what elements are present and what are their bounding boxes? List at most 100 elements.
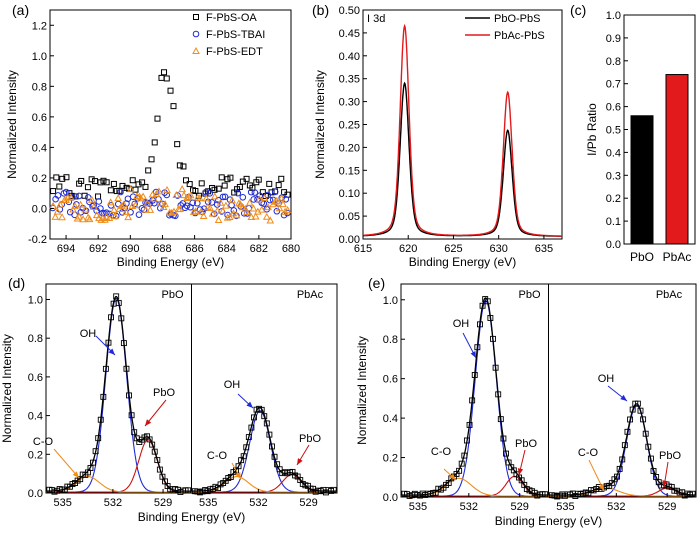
panel-a-point (221, 193, 229, 201)
panel-a-point (51, 212, 60, 220)
panel-a-point (58, 213, 66, 221)
data-point (492, 364, 499, 371)
data-point (185, 487, 192, 494)
panel-a-point (198, 180, 205, 187)
panel-a-point (129, 177, 136, 184)
panel-c-ytick-label: 0.8 (606, 56, 621, 68)
xlabel: Binding Energy (eV) (138, 510, 245, 524)
panel-a-point (154, 115, 161, 122)
panel-a-point (91, 178, 98, 185)
panel-a-point (183, 202, 191, 210)
panel-a-point (95, 193, 102, 200)
data-point (151, 448, 158, 455)
panel-a-point (215, 185, 222, 192)
panel-a-point (170, 103, 177, 110)
data-point (474, 344, 481, 351)
panel-a-point (221, 182, 228, 189)
data-point (616, 465, 623, 472)
data-point (500, 435, 507, 442)
data-point (131, 429, 138, 436)
panel-a-point (129, 193, 137, 201)
panel-a-point (197, 207, 206, 215)
panel-a-point (139, 192, 147, 200)
panel-a-point (88, 176, 95, 183)
panel-a-point (151, 199, 158, 207)
data-point (689, 490, 696, 497)
panel-a-point (72, 193, 79, 200)
subpanel-xtick-label: 529 (510, 501, 528, 513)
panel-c-category-label: PbO (630, 250, 654, 264)
panel-a-point (152, 188, 160, 196)
panel-a-point (53, 207, 62, 215)
panel-a-point (167, 208, 176, 216)
panel-c-bar (630, 115, 654, 245)
data-point (251, 414, 257, 421)
data-point (95, 435, 102, 442)
data-point (640, 416, 647, 423)
data-point (126, 392, 132, 399)
panel-a-point (202, 194, 211, 202)
panel-a-point (124, 213, 133, 221)
panel-a-point (114, 194, 123, 202)
panel-a-point (85, 215, 94, 223)
panel-c-ytick-label: 0.9 (606, 33, 621, 45)
annotation-label: PbO (153, 387, 175, 399)
panel-a-point (176, 162, 183, 169)
panel-a-point (275, 204, 284, 212)
panel-a-point (256, 192, 264, 199)
panel-a-point (161, 200, 169, 208)
ytick-label: 0.6 (383, 374, 398, 386)
panel-b-series-line (363, 81, 562, 237)
data-point (235, 463, 242, 470)
subpanel-xtick-label: 532 (460, 501, 478, 513)
annotation-arrowhead (145, 419, 152, 426)
panel-a-point (195, 194, 204, 202)
subpanel-xtick-label: 532 (607, 501, 625, 513)
data-point (243, 444, 250, 451)
data-point (115, 299, 122, 306)
panel-a-xlabel: Binding Energy (eV) (117, 255, 224, 269)
data-point (245, 434, 252, 441)
panel-a-point (218, 174, 225, 181)
panel-a-point (176, 204, 184, 213)
panel-a-point (135, 211, 143, 218)
ytick-label: 0.4 (383, 413, 398, 425)
panel-a-point (240, 210, 248, 217)
annotation-arrowhead (662, 480, 668, 487)
panel-a-point (87, 195, 96, 203)
annotation-arrowhead (517, 468, 524, 475)
panel-a-point (223, 213, 232, 221)
panel-a-ylabel: Normalized Intensity (5, 70, 19, 179)
panel-a-point (161, 69, 168, 76)
panel-b-label: (b) (312, 2, 329, 18)
panel-b-series-line (363, 23, 562, 237)
panel-a-frame (49, 9, 292, 240)
panel-a-point (76, 200, 85, 208)
panel-a-point (171, 212, 179, 220)
panel-a-point (111, 212, 120, 220)
subpanel-xtick-label: 535 (409, 501, 427, 513)
panel-a-point (255, 176, 262, 183)
subpanel-xtick-label: 529 (154, 497, 172, 509)
panel-a-point (186, 191, 195, 199)
panel-a-point (131, 201, 140, 209)
panel-a-point (180, 163, 187, 170)
data-point (149, 441, 156, 448)
data-point (263, 420, 270, 427)
data-point (113, 293, 120, 300)
panel-c-bar (665, 74, 689, 245)
panel-c-ytick-label: 0.0 (606, 239, 621, 251)
panel-a-legend-marker (193, 14, 199, 20)
panel-a-point (66, 193, 75, 201)
data-point (634, 400, 641, 407)
panel-a-point (100, 177, 107, 184)
panel-b-ytick-label: 0.00 (339, 234, 360, 246)
ylabel: Normalized Intensity (355, 336, 369, 445)
panel-a-point (71, 202, 79, 210)
panel-a-ytick-label: 1.2 (32, 20, 47, 32)
annotation-arrowhead (235, 472, 241, 479)
data-point (471, 372, 478, 378)
panel-a-point (119, 200, 128, 208)
panel-a-point (224, 176, 231, 183)
panel-a-xtick-label: 680 (282, 243, 300, 255)
